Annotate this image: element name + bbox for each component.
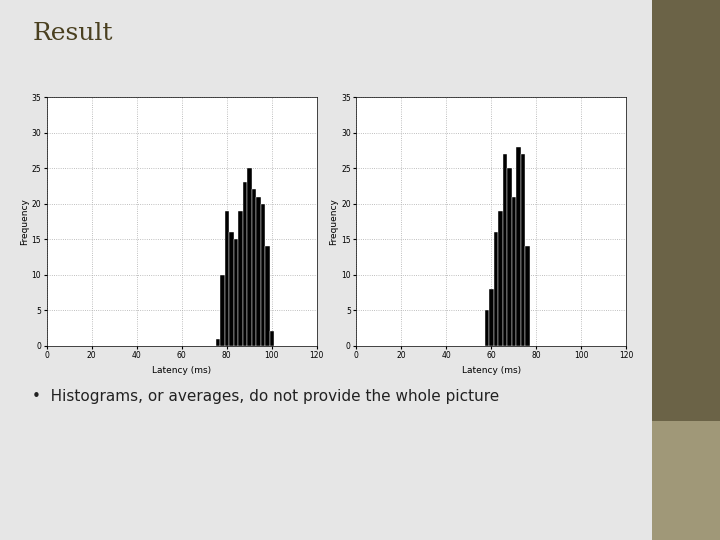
Bar	[265, 246, 269, 346]
X-axis label: Latency (ms): Latency (ms)	[152, 366, 212, 375]
Bar	[243, 183, 247, 346]
Bar	[525, 246, 530, 346]
Y-axis label: Frequency: Frequency	[329, 198, 338, 245]
Bar	[220, 275, 225, 346]
Bar	[261, 204, 265, 346]
Bar	[512, 197, 516, 346]
Bar	[485, 310, 489, 346]
Bar	[498, 211, 503, 346]
Bar	[489, 289, 494, 346]
Y-axis label: Frequency: Frequency	[19, 198, 29, 245]
Text: •  Histograms, or averages, do not provide the whole picture: • Histograms, or averages, do not provid…	[32, 389, 500, 404]
Bar	[494, 232, 498, 346]
Bar	[247, 168, 251, 346]
Text: Result: Result	[32, 22, 113, 45]
Bar	[521, 154, 525, 346]
Bar	[503, 154, 507, 346]
Bar	[256, 197, 261, 346]
Bar	[507, 168, 512, 346]
Bar	[233, 239, 238, 346]
Bar	[251, 190, 256, 346]
Bar	[516, 147, 521, 346]
Bar	[269, 332, 274, 346]
Bar	[229, 232, 233, 346]
Bar	[238, 211, 243, 346]
X-axis label: Latency (ms): Latency (ms)	[462, 366, 521, 375]
Bar	[215, 339, 220, 346]
Bar	[225, 211, 229, 346]
